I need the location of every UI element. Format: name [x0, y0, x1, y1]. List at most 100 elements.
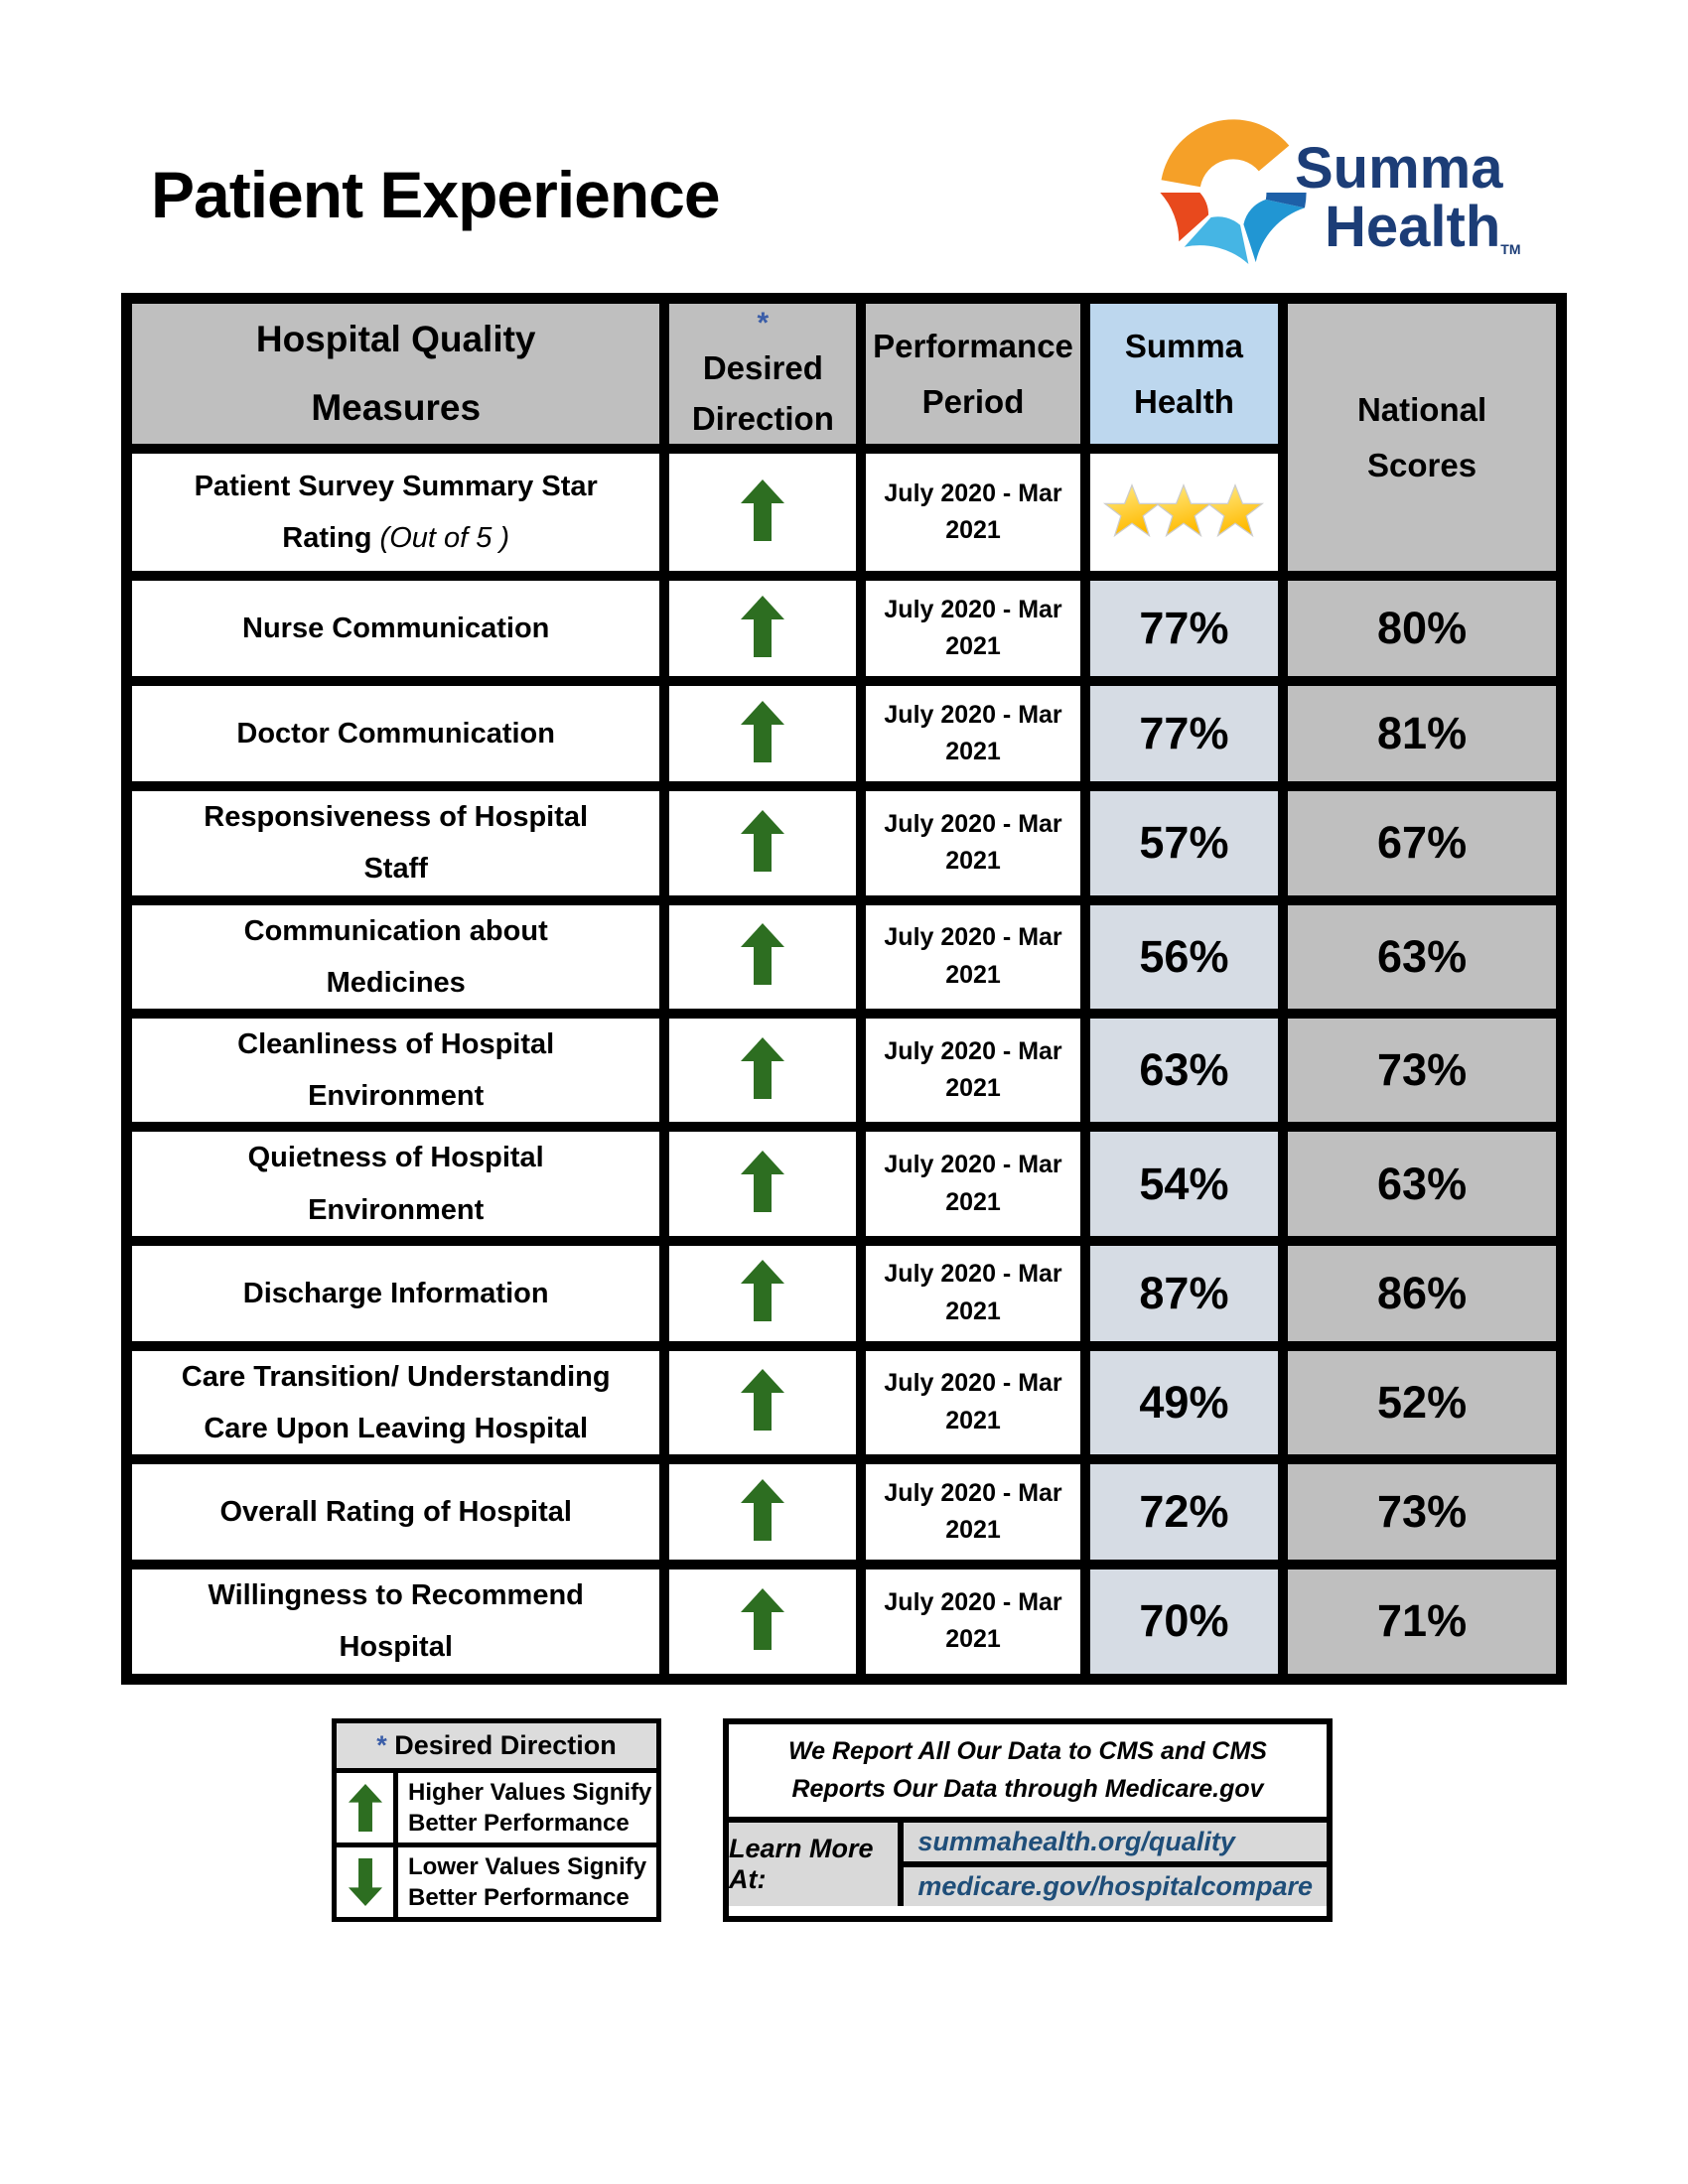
measure-label-cell: Responsiveness of Hospital Staff [121, 781, 670, 905]
desired-direction-legend: * Desired Direction Higher Values Signif… [332, 1717, 661, 1923]
summa-health-score-cell: 70% [1079, 1560, 1289, 1685]
performance-period-cell: July 2020 - Mar 2021 [856, 1122, 1090, 1246]
up-arrow-icon [741, 1478, 785, 1541]
trademark-mark: TM [1500, 241, 1521, 258]
star-icon [1206, 483, 1265, 538]
learn-more-label: Learn More At: [729, 1823, 905, 1907]
national-score-cell: 67% [1278, 781, 1567, 905]
measure-text: Doctor Communication [236, 718, 555, 751]
up-arrow-icon [741, 923, 785, 986]
learn-more-link[interactable]: summahealth.org/quality [917, 1827, 1235, 1857]
table-row: Cleanliness of Hospital Environment July… [121, 1009, 1567, 1133]
header-desired-direction: * Desired Direction [659, 293, 867, 455]
national-score-cell: 80% [1278, 571, 1567, 687]
cms-statement: We Report All Our Data to CMS and CMS Re… [729, 1723, 1327, 1824]
measure-text: Cleanliness of Hospital Environment [237, 1028, 555, 1113]
performance-period-cell: July 2020 - Mar 2021 [856, 1560, 1090, 1685]
table-row: Willingness to Recommend Hospital July 2… [121, 1560, 1567, 1685]
measure-label-cell: Patient Survey Summary Star Rating (Out … [121, 444, 670, 582]
measure-text: Care Transition/ Understanding Care Upon… [181, 1360, 611, 1444]
desired-direction-cell [659, 1454, 867, 1570]
header-hospital-quality-measures: Hospital Quality Measures [121, 293, 670, 455]
up-arrow-icon [741, 1151, 785, 1213]
performance-period-cell: July 2020 - Mar 2021 [856, 894, 1090, 1020]
measure-label-cell: Discharge Information [121, 1235, 670, 1351]
desired-direction-cell [659, 1340, 867, 1465]
desired-direction-cell [659, 1235, 867, 1351]
desired-direction-cell [659, 571, 867, 687]
desired-direction-cell [659, 894, 867, 1020]
performance-period-cell: July 2020 - Mar 2021 [856, 676, 1090, 792]
learn-more-link[interactable]: medicare.gov/hospitalcompare [917, 1871, 1313, 1902]
star-icon [1155, 483, 1213, 538]
table-row: Nurse Communication July 2020 - Mar 2021… [121, 571, 1567, 687]
desired-direction-cell [659, 1122, 867, 1246]
performance-period-cell: July 2020 - Mar 2021 [856, 1009, 1090, 1133]
quality-measures-table: Hospital Quality Measures * Desired Dire… [121, 293, 1567, 1685]
legend-rows: Higher Values Signify Better Performance… [337, 1772, 656, 1918]
national-score-cell: 73% [1278, 1454, 1567, 1570]
desired-direction-cell [659, 444, 867, 582]
desired-direction-cell [659, 676, 867, 792]
header-summa-health: Summa Health [1079, 293, 1289, 455]
performance-period-cell: July 2020 - Mar 2021 [856, 571, 1090, 687]
down-arrow-icon [348, 1858, 382, 1907]
national-score-cell: 86% [1278, 1235, 1567, 1351]
measure-label-cell: Quietness of Hospital Environment [121, 1122, 670, 1246]
measure-text: Patient Survey Summary Star Rating [194, 471, 598, 555]
table-row: Discharge Information July 2020 - Mar 20… [121, 1235, 1567, 1351]
link-row: summahealth.org/quality [904, 1823, 1327, 1868]
summa-health-score-cell: 77% [1079, 571, 1289, 687]
up-arrow-icon [741, 700, 785, 762]
summa-health-score-cell: 63% [1079, 1009, 1289, 1133]
page-title: Patient Experience [151, 158, 721, 231]
header-performance-period: Performance Period [856, 293, 1090, 455]
legend-row: Lower Values Signify Better Performance [337, 1846, 656, 1918]
performance-period-cell: July 2020 - Mar 2021 [856, 1235, 1090, 1351]
link-row: medicare.gov/hospitalcompare [904, 1867, 1327, 1907]
summa-health-score-cell: 72% [1079, 1454, 1289, 1570]
quality-table-body: Hospital Quality Measures * Desired Dire… [121, 293, 1567, 1685]
asterisk-note: * [757, 307, 770, 340]
logo-text-health: HealthTM [1325, 195, 1521, 260]
learn-more-links: summahealth.org/quality medicare.gov/hos… [904, 1823, 1327, 1907]
summa-health-score-cell: 49% [1079, 1340, 1289, 1465]
measure-text: Willingness to Recommend Hospital [208, 1579, 584, 1664]
up-arrow-icon [348, 1783, 382, 1832]
desired-direction-cell [659, 1009, 867, 1133]
table-row: Communication about Medicines July 2020 … [121, 894, 1567, 1020]
legend-row: Higher Values Signify Better Performance [337, 1772, 656, 1847]
national-score-cell: 73% [1278, 1009, 1567, 1133]
measure-label-cell: Care Transition/ Understanding Care Upon… [121, 1340, 670, 1465]
measure-label-cell: Overall Rating of Hospital [121, 1454, 670, 1570]
cms-report-box: We Report All Our Data to CMS and CMS Re… [723, 1717, 1333, 1923]
national-score-cell: 81% [1278, 676, 1567, 792]
summa-swirl-icon [1160, 119, 1307, 264]
measure-text: Responsiveness of Hospital Staff [204, 801, 589, 886]
legend-arrow-cell [337, 1772, 398, 1843]
measure-label-cell: Nurse Communication [121, 571, 670, 687]
table-row: Quietness of Hospital Environment July 2… [121, 1122, 1567, 1246]
measure-label-cell: Doctor Communication [121, 676, 670, 792]
national-score-cell: 63% [1278, 1122, 1567, 1246]
legend-text: Higher Values Signify Better Performance [408, 1778, 652, 1837]
table-row: Overall Rating of Hospital July 2020 - M… [121, 1454, 1567, 1570]
document-header: Patient Experience Summa HealthTM [0, 0, 1688, 293]
table-row: Responsiveness of Hospital Staff July 20… [121, 781, 1567, 905]
summa-health-score-cell: 77% [1079, 676, 1289, 792]
document-footer: * Desired Direction Higher Values Signif… [332, 1717, 1688, 1923]
measure-note-text: (Out of 5 ) [379, 522, 510, 555]
table-row: Doctor Communication July 2020 - Mar 202… [121, 676, 1567, 792]
header-national-scores: National Scores [1278, 293, 1567, 582]
up-arrow-icon [741, 478, 785, 541]
measure-text: Discharge Information [242, 1277, 549, 1309]
desired-direction-cell [659, 781, 867, 905]
summa-health-score-cell [1079, 444, 1289, 582]
summa-health-score-cell: 56% [1079, 894, 1289, 1020]
legend-title: * Desired Direction [337, 1722, 656, 1773]
up-arrow-icon [741, 1036, 785, 1099]
performance-period-cell: July 2020 - Mar 2021 [856, 1454, 1090, 1570]
up-arrow-icon [741, 809, 785, 872]
measure-text: Communication about Medicines [243, 914, 548, 999]
